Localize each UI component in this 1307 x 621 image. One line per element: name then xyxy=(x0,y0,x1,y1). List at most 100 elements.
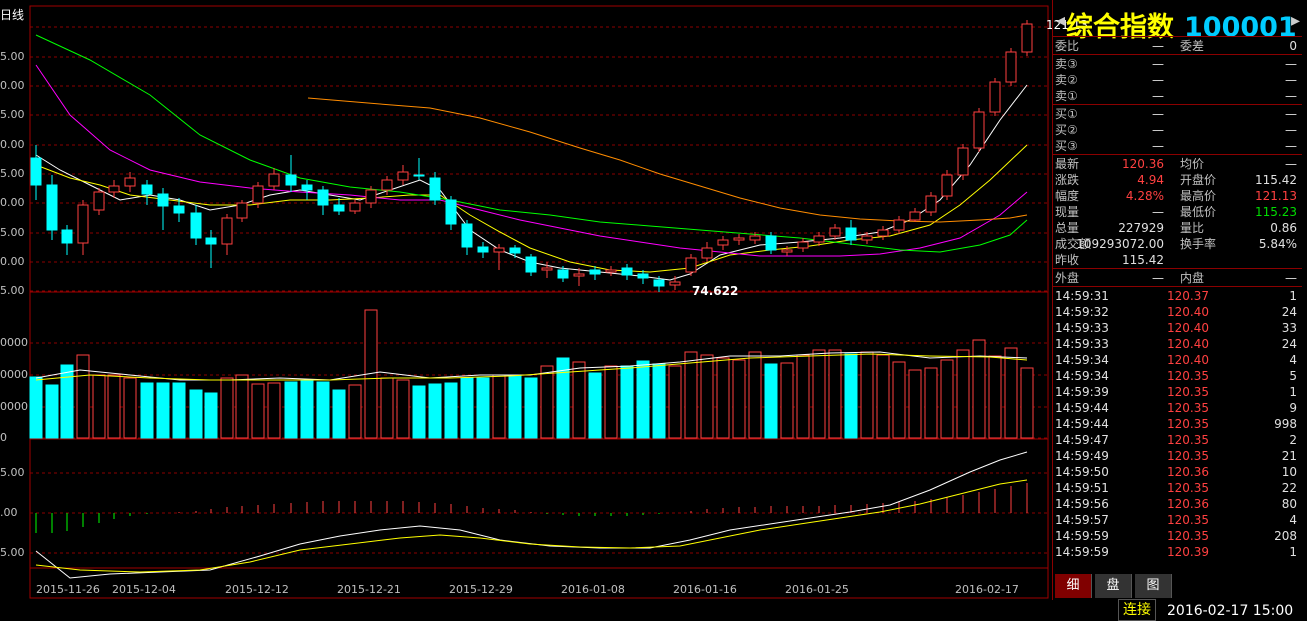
tick-price: 120.35 xyxy=(1167,417,1209,431)
candle-body xyxy=(893,219,905,231)
candle-body xyxy=(701,247,713,259)
candle-body xyxy=(46,184,58,231)
candle-body xyxy=(845,227,857,241)
inner-volume-label: 内盘 xyxy=(1180,271,1205,285)
tick-volume: 998 xyxy=(1274,417,1297,431)
candle-body xyxy=(108,185,120,193)
stat-value: 4.94 xyxy=(1137,173,1164,187)
candle-body xyxy=(205,237,217,245)
tick-price: 120.40 xyxy=(1167,305,1209,319)
volume-bar xyxy=(556,357,570,439)
macd-dea-line xyxy=(35,479,1028,573)
candle-body xyxy=(221,217,233,245)
candle-body xyxy=(190,212,202,239)
price-axis-tick: 5.00 xyxy=(0,284,25,297)
bid-price: — xyxy=(1152,107,1164,121)
candle-body xyxy=(493,247,505,253)
volume-axis-tick: 0000 xyxy=(0,336,28,349)
volume-bar xyxy=(876,354,890,439)
tick-time: 14:59:44 xyxy=(1055,401,1109,415)
tick-row: 14:59:33 120.40 33 xyxy=(1055,320,1299,336)
ask-volume: — xyxy=(1285,73,1297,87)
tick-time: 14:59:33 xyxy=(1055,321,1109,335)
ask-level-label: 卖③ xyxy=(1055,57,1078,71)
tick-volume: 5 xyxy=(1289,369,1297,383)
tick-price: 120.40 xyxy=(1167,337,1209,351)
volume-bar xyxy=(140,382,154,439)
prev-security-arrow[interactable]: ◂ xyxy=(1056,10,1066,31)
volume-bar xyxy=(988,355,1002,439)
tab-orderbook[interactable]: 盘 xyxy=(1095,574,1132,598)
volume-bar xyxy=(332,389,346,439)
stat-value: 115.42 xyxy=(1255,173,1297,187)
candle-body xyxy=(268,173,280,187)
volume-bar xyxy=(956,349,970,439)
quote-row: 幅度 4.28% 最高价 121.13 xyxy=(1055,188,1299,204)
next-security-arrow[interactable]: ▸ xyxy=(1291,10,1301,31)
quote-row: 卖① — — xyxy=(1055,88,1299,104)
stat-label: 换手率 xyxy=(1180,237,1217,251)
volume-bar xyxy=(380,377,394,439)
tab-chart[interactable]: 图 xyxy=(1135,574,1172,598)
candle-body xyxy=(957,147,969,176)
date-axis-tick: 2016-01-25 xyxy=(785,583,849,596)
tick-price: 120.35 xyxy=(1167,513,1209,527)
bid-volume: — xyxy=(1285,107,1297,121)
panel-divider xyxy=(1052,268,1302,269)
bid-volume: — xyxy=(1285,123,1297,137)
stat-value: — xyxy=(1285,157,1297,171)
tab-detail[interactable]: 细 xyxy=(1055,574,1092,598)
kline-chart[interactable] xyxy=(0,0,1052,600)
volume-bar xyxy=(172,382,186,439)
quote-row: 卖③ — — xyxy=(1055,56,1299,72)
date-axis-tick: 2016-01-08 xyxy=(561,583,625,596)
tick-row: 14:59:33 120.40 24 xyxy=(1055,336,1299,352)
tick-row: 14:59:32 120.40 24 xyxy=(1055,304,1299,320)
security-title: 综合指数 100001 xyxy=(1066,5,1297,44)
volume-bar xyxy=(908,369,922,439)
candle-body xyxy=(285,174,297,186)
quote-row: 现量 — 最低价 115.23 xyxy=(1055,204,1299,220)
candle-body xyxy=(685,257,697,273)
candle-body xyxy=(589,269,601,275)
volume-ma10-line xyxy=(35,353,1028,381)
date-axis-tick: 2015-11-26 xyxy=(36,583,100,596)
date-axis-tick: 2015-12-12 xyxy=(225,583,289,596)
macd-axis-tick: 5.00 xyxy=(0,466,25,479)
candle-body xyxy=(461,223,473,248)
candle-body xyxy=(781,249,793,253)
price-axis-tick: 0.00 xyxy=(0,196,25,209)
tick-time: 14:59:59 xyxy=(1055,529,1109,543)
bid-price: — xyxy=(1152,139,1164,153)
low-price-marker: 74.622 xyxy=(692,284,739,298)
tick-volume: 24 xyxy=(1281,305,1297,319)
volume-axis-tick: 0000 xyxy=(0,368,28,381)
price-axis-tick: 5.00 xyxy=(0,226,25,239)
ask-price: — xyxy=(1152,57,1164,71)
tick-row: 14:59:49 120.35 21 xyxy=(1055,448,1299,464)
tick-price: 120.40 xyxy=(1167,353,1209,367)
candle-body xyxy=(973,111,985,149)
volume-bar xyxy=(668,365,682,439)
quote-row: 买① — — xyxy=(1055,106,1299,122)
committee-ratio-value: — xyxy=(1152,39,1164,53)
volume-bar xyxy=(300,379,314,439)
tick-volume: 33 xyxy=(1281,321,1297,335)
security-code: 100001 xyxy=(1184,12,1297,43)
ask-level-label: 卖① xyxy=(1055,89,1078,103)
tick-price: 120.35 xyxy=(1167,529,1209,543)
price-axis-tick: 5.00 xyxy=(0,50,25,63)
candle-body xyxy=(365,189,377,204)
volume-bar xyxy=(107,374,121,439)
quote-row: 涨跌 4.94 开盘价 115.42 xyxy=(1055,172,1299,188)
ask-volume: — xyxy=(1285,89,1297,103)
bid-price: — xyxy=(1152,123,1164,137)
volume-bar xyxy=(508,375,522,439)
bid-level-label: 买② xyxy=(1055,123,1078,137)
volume-bar xyxy=(620,365,634,439)
candle-body xyxy=(877,229,889,237)
quote-panel xyxy=(1052,0,1307,600)
tick-volume: 22 xyxy=(1281,481,1297,495)
candle-body xyxy=(749,235,761,241)
ma30-line xyxy=(35,34,1028,253)
